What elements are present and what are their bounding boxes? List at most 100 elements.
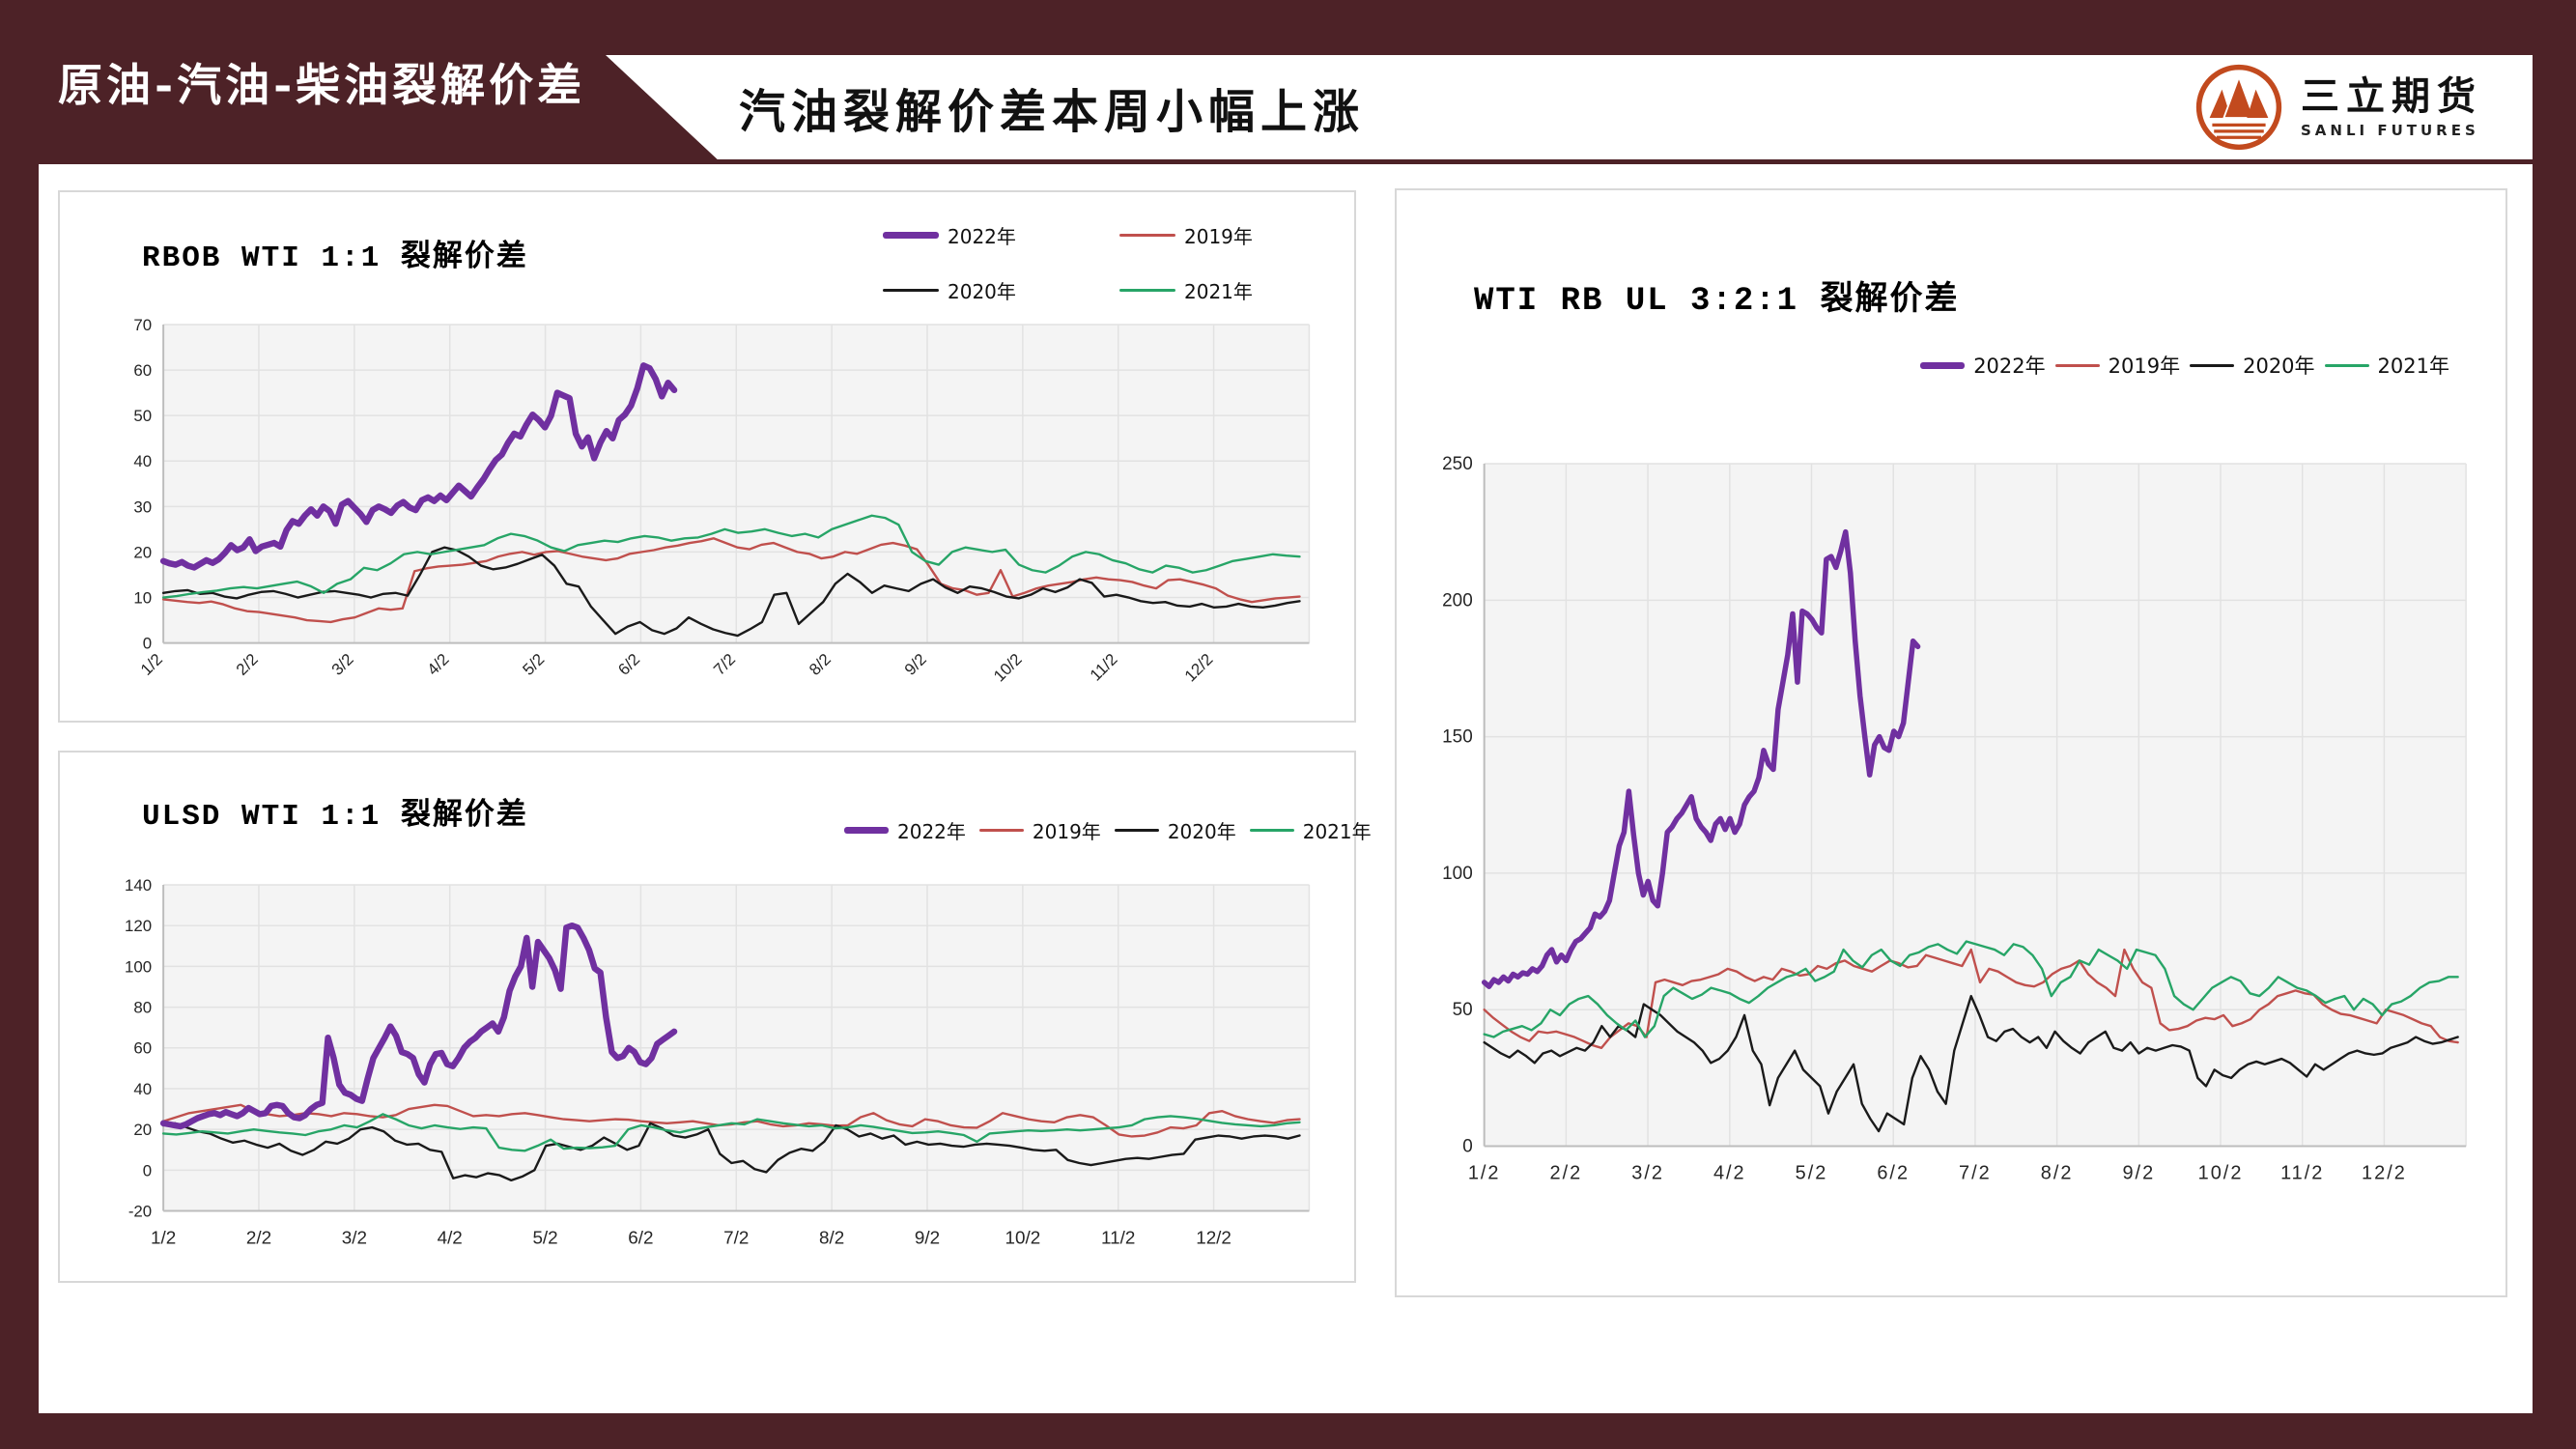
y-tick-label: -20 [128,1202,152,1220]
x-tick-label: 10/2 [2198,1162,2244,1183]
x-tick-label: 3/2 [1631,1162,1664,1183]
series-line-2020年 [161,546,1301,638]
y-tick-label: 40 [133,1080,152,1098]
legend-swatch [1249,829,1294,832]
x-tick-label: 11/2 [1087,650,1121,685]
legend-label: 2022年 [897,820,966,843]
ulsd-chart-plot: -20 0 20 40 60 80 100 120 140 1/2 2/2 3/2 4/2 5/2 6/2 7… [125,876,1311,1247]
x-tick-label: 3/2 [342,1227,367,1247]
x-tick-label: 11/2 [1101,1227,1135,1247]
legend-swatch [883,289,939,292]
y-tick-label: 0 [1462,1137,1473,1157]
y-tick-label: 20 [133,1121,152,1139]
y-tick-label: 0 [143,635,152,653]
y-tick-label: 40 [133,452,152,470]
legend-label: 2021年 [1184,280,1253,303]
x-tick-label: 6/2 [1877,1162,1910,1183]
x-tick-label: 10/2 [1005,1227,1041,1247]
legend-label: 2022年 [948,225,1016,248]
legend-label: 2020年 [2243,355,2315,378]
x-tick-label: 12/2 [1181,650,1217,686]
legend-item-2021年: 2021年 [2324,351,2449,380]
series-line-2021年 [161,514,1301,599]
x-tick-label: 5/2 [532,1227,557,1247]
legend-item-2019年: 2019年 [978,816,1101,844]
y-tick-label: 50 [133,407,152,425]
mountain-circle-icon [2195,64,2282,151]
legend-swatch [2190,363,2235,367]
legend-item-2022年: 2022年 [844,816,966,844]
rbob-chart-legend: 2022年 2019年 2020年 2021年 [883,221,1356,304]
series-line-2022年 [1481,528,1921,989]
x-tick-label: 2/2 [246,1227,271,1247]
x-tick-label: 7/2 [710,650,739,679]
legend-item-2020年: 2020年 [2190,351,2315,380]
legend-label: 2019年 [1184,225,1253,248]
x-tick-label: 8/2 [2041,1162,2074,1183]
legend-label: 2019年 [2108,355,2181,378]
y-tick-label: 80 [133,999,152,1017]
x-tick-label: 5/2 [519,650,548,679]
series-line-2020年 [1483,994,2459,1133]
x-tick-label: 9/2 [2122,1162,2155,1183]
wti-321-chart-legend: 2022年 2019年 2020年 2021年 [1920,351,2449,380]
y-tick-label: 250 [1442,454,1473,474]
x-tick-label: 10/2 [990,650,1026,686]
x-tick-label: 6/2 [628,1227,653,1247]
x-tick-label: 2/2 [233,650,262,679]
legend-label: 2021年 [2377,355,2449,378]
legend-swatch [1119,289,1175,292]
x-tick-label: 9/2 [901,650,930,679]
rbob-chart-plot: 0 10 20 30 40 50 60 70 1/2 2/2 3/2 4/2 5/2 6/2 7/2 8/2 9… [133,316,1311,686]
y-tick-label: 50 [1453,1000,1473,1020]
series-line-2021年 [1483,940,2459,1038]
x-tick-label: 1/2 [151,1227,176,1247]
x-tick-label: 4/2 [424,650,453,679]
legend-item-2019年: 2019年 [2054,351,2181,380]
series-line-2019年 [1483,948,2459,1049]
x-tick-label: 1/2 [137,650,166,679]
x-tick-label: 5/2 [1796,1162,1828,1183]
y-tick-label: 120 [125,917,152,935]
x-tick-label: 3/2 [328,650,357,679]
series-line-2020年 [161,1122,1301,1182]
chart-panel-rbob: 0 10 20 30 40 50 60 70 1/2 2/2 3/2 4/2 5/2 6/2 7/2 8/2 9… [58,190,1356,723]
x-tick-label: 6/2 [614,650,643,679]
page-title: 汽油裂解价差本周小幅上涨 [739,85,1366,139]
rbob-chart-title: RBOB WTI 1:1 裂解价差 [142,242,528,275]
legend-item-2021年: 2021年 [1249,816,1372,844]
ulsd-chart-title: ULSD WTI 1:1 裂解价差 [142,800,528,834]
legend-item-2020年: 2020年 [883,276,1119,304]
x-tick-label: 7/2 [723,1227,749,1247]
legend-label: 2020年 [948,280,1016,303]
legend-swatch [883,232,939,239]
series-line-2022年 [159,362,678,571]
wti-321-chart-plot: 0 50 100 150 200 250 1/2 2/2 3/2 4/2 5/2 6/2 7/2 8/2 9… [1442,454,2467,1183]
chart-panel-ulsd: -20 0 20 40 60 80 100 120 140 1/2 2/2 3/2 4/2 5/2 6/2 7… [58,751,1372,1283]
legend-item-2019年: 2019年 [1119,221,1356,249]
legend-item-2022年: 2022年 [883,221,1119,249]
series-line-2021年 [161,1113,1301,1152]
legend-item-2022年: 2022年 [1920,351,2046,380]
x-tick-label: 12/2 [1196,1227,1231,1247]
y-tick-label: 30 [133,497,152,516]
legend-swatch [1119,234,1175,237]
series-line-2022年 [159,922,678,1130]
y-tick-label: 0 [143,1161,152,1179]
x-tick-label: 8/2 [819,1227,844,1247]
legend-swatch [1920,361,1966,369]
logo-name-en: SANLI FUTURES [2301,122,2479,139]
logo: 三立期货 SANLI FUTURES [2194,61,2482,154]
legend-item-2021年: 2021年 [1119,276,1356,304]
x-tick-label: 4/2 [438,1227,463,1247]
y-tick-label: 200 [1442,590,1473,611]
x-tick-label: 1/2 [1468,1162,1501,1183]
y-tick-label: 10 [133,588,152,607]
series-line-2019年 [161,537,1301,624]
legend-label: 2021年 [1302,820,1372,843]
y-tick-label: 100 [125,957,152,976]
x-tick-label: 12/2 [2362,1162,2407,1183]
legend-label: 2019年 [1032,820,1101,843]
x-tick-label: 9/2 [915,1227,940,1247]
legend-swatch [2324,363,2369,367]
